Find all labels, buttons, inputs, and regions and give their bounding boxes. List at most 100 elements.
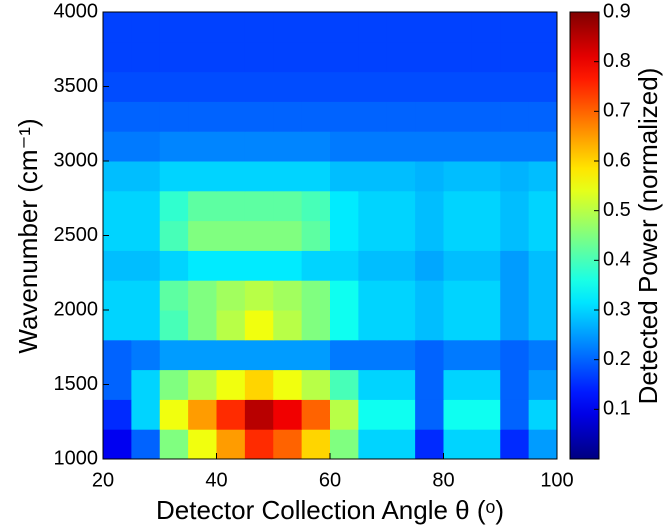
heat-cell bbox=[159, 250, 189, 281]
heat-cell bbox=[471, 161, 501, 192]
heat-cell bbox=[528, 220, 558, 251]
heat-cell bbox=[471, 41, 501, 73]
heat-cell bbox=[301, 220, 331, 251]
heat-cell bbox=[386, 399, 416, 430]
heat-cell bbox=[386, 41, 416, 73]
heat-cell bbox=[188, 161, 217, 192]
heat-cell bbox=[273, 399, 303, 430]
heat-cell bbox=[500, 131, 530, 162]
heat-cell bbox=[103, 101, 132, 132]
heat-cell bbox=[500, 399, 530, 430]
heat-cell bbox=[358, 310, 388, 341]
heat-cell bbox=[273, 339, 303, 371]
heat-cell bbox=[330, 190, 359, 222]
heat-cell bbox=[188, 131, 217, 162]
heat-cell bbox=[358, 339, 388, 371]
heat-cell bbox=[301, 310, 331, 341]
heat-cell bbox=[103, 399, 132, 430]
heat-cell bbox=[358, 280, 388, 311]
y-tick-label: 3500 bbox=[54, 75, 99, 97]
heat-cell bbox=[103, 339, 132, 371]
heat-cell bbox=[103, 310, 132, 341]
heat-cell bbox=[103, 12, 132, 43]
heat-cell bbox=[244, 190, 274, 222]
heat-cell bbox=[500, 339, 530, 371]
heat-cell bbox=[244, 101, 274, 132]
heat-cell bbox=[188, 101, 217, 132]
heat-cell bbox=[216, 41, 246, 73]
heat-cell bbox=[500, 41, 530, 73]
heat-cell bbox=[443, 369, 473, 400]
heat-cell bbox=[301, 161, 331, 192]
colorbar-tick-label: 0.4 bbox=[603, 249, 631, 271]
heat-cell bbox=[415, 399, 444, 430]
heat-cell bbox=[216, 101, 246, 132]
y-axis-label: Wavenumber (cm⁻¹) bbox=[13, 118, 43, 353]
heat-cell bbox=[301, 339, 331, 371]
heat-cell bbox=[131, 429, 161, 460]
heat-cell bbox=[386, 339, 416, 371]
heat-cell bbox=[188, 310, 217, 341]
heat-cell bbox=[216, 161, 246, 192]
heat-cell bbox=[131, 71, 161, 102]
heat-cell bbox=[244, 161, 274, 192]
heat-cell bbox=[443, 41, 473, 73]
heat-cell bbox=[188, 339, 217, 371]
heat-cell bbox=[244, 250, 274, 281]
heat-cell bbox=[415, 131, 444, 162]
heat-cell bbox=[159, 429, 189, 460]
heat-cell bbox=[330, 161, 359, 192]
heat-cell bbox=[131, 12, 161, 43]
heat-cell bbox=[415, 71, 444, 102]
colorbar-tick-label: 0.9 bbox=[603, 0, 631, 22]
heat-cell bbox=[159, 280, 189, 311]
heat-cell bbox=[358, 161, 388, 192]
heat-cell bbox=[330, 71, 359, 102]
heat-cell bbox=[273, 12, 303, 43]
heat-cell bbox=[131, 131, 161, 162]
heat-cell bbox=[159, 131, 189, 162]
heat-cell bbox=[301, 369, 331, 400]
heat-cell bbox=[188, 429, 217, 460]
heat-cell bbox=[443, 190, 473, 222]
heat-cell bbox=[188, 369, 217, 400]
heat-cell bbox=[188, 250, 217, 281]
heat-cell bbox=[244, 399, 274, 430]
heat-cell bbox=[244, 12, 274, 43]
heat-cell bbox=[500, 280, 530, 311]
heat-cell bbox=[471, 429, 501, 460]
heat-cell bbox=[330, 339, 359, 371]
colorbar-label: Detected Power (normalized) bbox=[633, 68, 663, 405]
heat-cell bbox=[301, 399, 331, 430]
heat-cell bbox=[443, 131, 473, 162]
heat-cell bbox=[216, 250, 246, 281]
heat-cell bbox=[216, 280, 246, 311]
heat-cell bbox=[471, 280, 501, 311]
heat-cell bbox=[528, 339, 558, 371]
heat-cell bbox=[330, 250, 359, 281]
heat-cell bbox=[131, 369, 161, 400]
heat-cell bbox=[471, 250, 501, 281]
heat-cell bbox=[131, 41, 161, 73]
heat-cell bbox=[330, 310, 359, 341]
heat-cell bbox=[244, 369, 274, 400]
y-tick-label: 4000 bbox=[54, 0, 99, 22]
heat-cell bbox=[131, 399, 161, 430]
colorbar-tick-label: 0.1 bbox=[603, 398, 631, 420]
heat-cell bbox=[358, 250, 388, 281]
heat-cell bbox=[386, 131, 416, 162]
heat-cell bbox=[443, 101, 473, 132]
heat-cell bbox=[528, 369, 558, 400]
heat-cell bbox=[415, 280, 444, 311]
heat-cell bbox=[358, 399, 388, 430]
heat-cell bbox=[443, 220, 473, 251]
heat-cell bbox=[131, 339, 161, 371]
heat-cell bbox=[330, 429, 359, 460]
y-tick-label: 2000 bbox=[54, 298, 99, 320]
heat-cell bbox=[415, 220, 444, 251]
heat-cell bbox=[500, 12, 530, 43]
heat-cell bbox=[358, 190, 388, 222]
heat-cell bbox=[273, 310, 303, 341]
heat-cell bbox=[528, 101, 558, 132]
heat-cell bbox=[330, 220, 359, 251]
